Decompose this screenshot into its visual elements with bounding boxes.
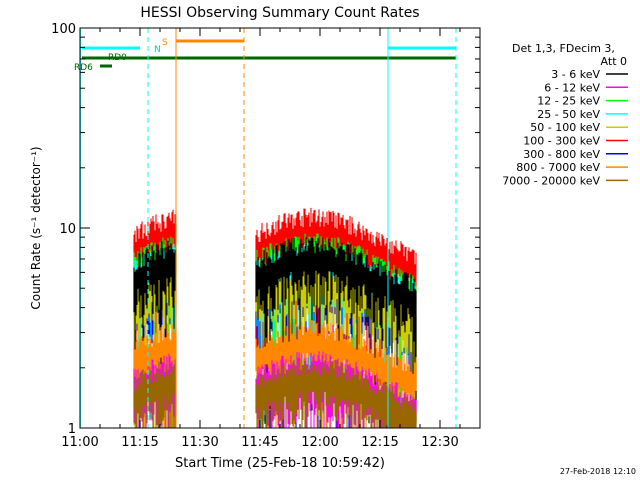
flag-n-label: N xyxy=(154,45,161,55)
legend-entry-label: 100 - 300 keV xyxy=(523,135,600,148)
legend-subheader: Att 0 xyxy=(601,55,627,68)
x-tick-label: 12:00 xyxy=(301,435,338,450)
legend-entry-label: 300 - 800 keV xyxy=(523,148,600,161)
x-tick-label: 11:45 xyxy=(241,435,278,450)
x-tick-label: 12:15 xyxy=(361,435,398,450)
legend-entry-label: 800 - 7000 keV xyxy=(516,161,600,174)
flag-rd0-label: RD0 xyxy=(108,53,127,63)
legend-entry-label: 3 - 6 keV xyxy=(551,68,600,81)
legend-entry-label: 12 - 25 keV xyxy=(537,95,600,108)
series-8-trace xyxy=(133,357,417,428)
flag-rd6-label: RD6 xyxy=(74,63,93,73)
legend-entry-label: 6 - 12 keV xyxy=(544,81,600,94)
legend-entry-label: 7000 - 20000 keV xyxy=(502,174,600,187)
x-tick-label: 11:30 xyxy=(181,435,218,450)
y-tick-label: 100 xyxy=(51,22,76,37)
y-axis-label: Count Rate (s⁻¹ detector⁻¹) xyxy=(29,146,43,309)
legend-header: Det 1,3, FDecim 3, xyxy=(512,42,615,55)
legend-entry-label: 25 - 50 keV xyxy=(537,108,600,121)
footer-timestamp: 27-Feb-2018 12:10 xyxy=(560,467,636,476)
x-tick-label: 12:30 xyxy=(421,435,458,450)
y-tick-label: 1 xyxy=(68,422,76,437)
axes: 11:00 11:15 11:30 11:45 12:00 12:15 12:30 1 10 10… xyxy=(51,22,481,450)
x-tick-label: 11:15 xyxy=(121,435,158,450)
legend-entry-label: 50 - 100 keV xyxy=(530,121,600,134)
flag-s-label: S xyxy=(162,38,168,48)
x-axis-label: Start Time (25-Feb-18 10:59:42) xyxy=(175,456,385,471)
series-0-trace xyxy=(133,237,417,428)
chart-title: HESSI Observing Summary Count Rates xyxy=(140,5,419,21)
plot-area: RD0 RD6 NS xyxy=(74,28,457,428)
x-tick-label: 11:00 xyxy=(61,435,98,450)
y-tick-label: 10 xyxy=(59,222,76,237)
